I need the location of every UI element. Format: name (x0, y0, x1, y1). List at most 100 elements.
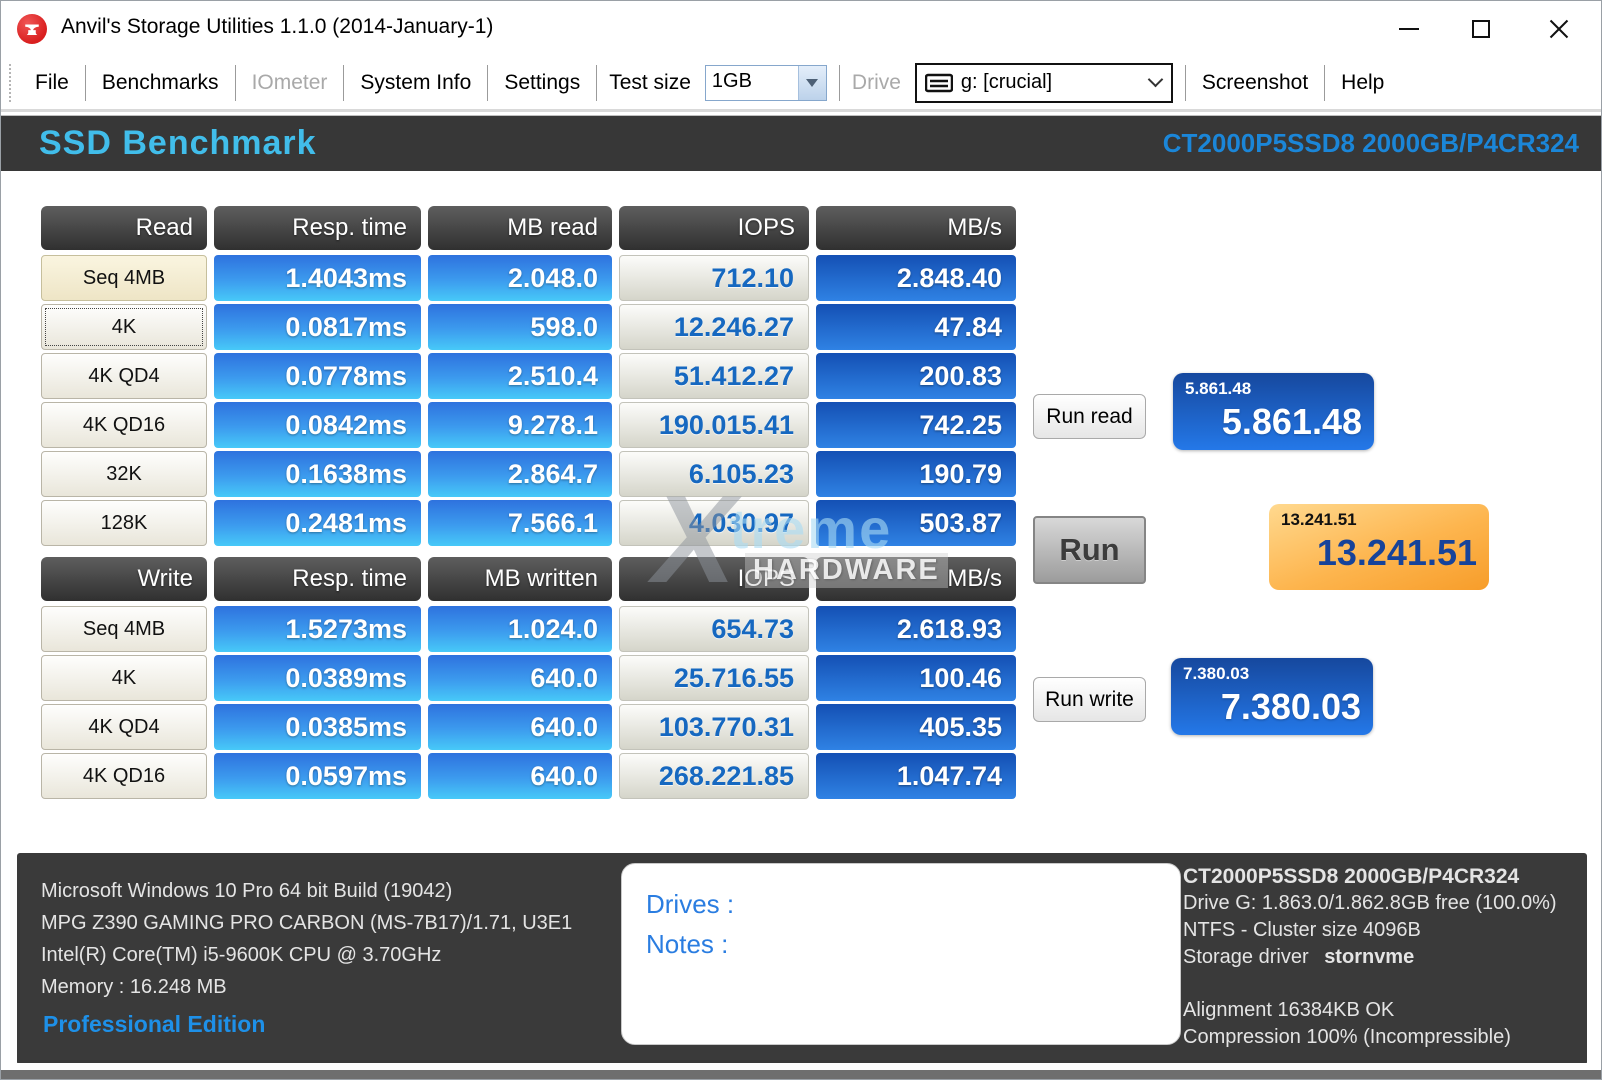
mb-read-value: 2.864.7 (428, 451, 612, 497)
menu-file[interactable]: File (35, 70, 69, 94)
menu-separator (84, 64, 86, 101)
os-info: Microsoft Windows 10 Pro 64 bit Build (1… (41, 880, 453, 902)
resp-time-value: 0.0385ms (214, 704, 421, 750)
test-size-combo[interactable]: 1GB (704, 64, 827, 101)
write-score-small: 7.380.03 (1183, 664, 1250, 683)
run-read-button[interactable]: Run read (1033, 394, 1146, 439)
iops-value: 712.10 (619, 255, 809, 301)
anvil-app-icon (17, 14, 47, 44)
menu-settings[interactable]: Settings (504, 70, 581, 94)
alignment-info: Alignment 16384KB OK (1183, 999, 1395, 1021)
read-4k-button[interactable]: 4K (41, 304, 207, 350)
minimize-button[interactable] (1377, 1, 1441, 56)
mbps-value: 190.79 (816, 451, 1016, 497)
mbps-value: 2.618.93 (816, 606, 1016, 652)
notes-label: Notes : (646, 929, 729, 959)
cpu-info: Intel(R) Core(TM) i5-9600K CPU @ 3.70GHz (41, 944, 442, 966)
mbps-value: 47.84 (816, 304, 1016, 350)
read-4kqd4-button[interactable]: 4K QD4 (41, 353, 207, 399)
menu-separator (596, 64, 598, 101)
mb-read-value: 598.0 (428, 304, 612, 350)
resp-time-value: 1.4043ms (214, 255, 421, 301)
table-row: 128K 0.2481ms 7.566.1 4.030.97 503.87 (41, 500, 1016, 546)
write-score-box: 7.380.03 7.380.03 (1171, 658, 1373, 735)
read-4kqd16-button[interactable]: 4K QD16 (41, 402, 207, 448)
menu-separator (234, 64, 236, 101)
dropdown-arrow-icon (806, 78, 819, 87)
resp-time-value: 0.1638ms (214, 451, 421, 497)
drive-value: g: [crucial] (960, 71, 1053, 93)
benchmark-banner: SSD Benchmark CT2000P5SSD8 2000GB/P4CR32… (1, 115, 1601, 171)
mbps-value: 503.87 (816, 500, 1016, 546)
write-header: Write (41, 557, 207, 601)
menu-separator (487, 64, 489, 101)
mbps-header: MB/s (816, 557, 1016, 601)
mbps-value: 742.25 (816, 402, 1016, 448)
iops-value: 654.73 (619, 606, 809, 652)
compression-info: Compression 100% (Incompressible) (1183, 1026, 1511, 1048)
write-4k-button[interactable]: 4K (41, 655, 207, 701)
iops-value: 51.412.27 (619, 353, 809, 399)
drives-label: Drives : (646, 889, 735, 919)
bottom-resize-bar[interactable] (1, 1070, 1601, 1079)
mb-read-value: 9.278.1 (428, 402, 612, 448)
read-score-big: 5.861.48 (1221, 401, 1362, 442)
write-4kqd16-button[interactable]: 4K QD16 (41, 753, 207, 799)
menu-separator (343, 64, 345, 101)
iops-header: IOPS (619, 206, 809, 250)
motherboard-info: MPG Z390 GAMING PRO CARBON (MS-7B17)/1.7… (41, 912, 573, 934)
table-row: Seq 4MB 1.5273ms 1.024.0 654.73 2.618.93 (41, 606, 1016, 652)
iops-value: 190.015.41 (619, 402, 809, 448)
bottom-strip (1, 1063, 1601, 1070)
mb-written-value: 640.0 (428, 655, 612, 701)
run-write-button[interactable]: Run write (1033, 677, 1146, 722)
resp-time-value: 0.0389ms (214, 655, 421, 701)
page-title: SSD Benchmark (39, 124, 317, 162)
write-4kqd4-button[interactable]: 4K QD4 (41, 704, 207, 750)
read-seq4mb-button[interactable]: Seq 4MB (41, 255, 207, 301)
anvil-icon (25, 24, 39, 35)
chevron-down-icon (1147, 71, 1164, 88)
resp-time-value: 0.0597ms (214, 753, 421, 799)
iops-value: 4.030.97 (619, 500, 809, 546)
title-bar: Anvil's Storage Utilities 1.1.0 (2014-Ja… (1, 1, 1601, 56)
mb-read-header: MB read (428, 206, 612, 250)
menu-system-info[interactable]: System Info (360, 70, 472, 94)
window-title: Anvil's Storage Utilities 1.1.0 (2014-Ja… (61, 15, 494, 38)
drive-icon (924, 73, 953, 92)
mbps-value: 1.047.74 (816, 753, 1016, 799)
close-button[interactable] (1527, 1, 1591, 56)
toolbar-grip (9, 63, 13, 102)
menu-benchmarks[interactable]: Benchmarks (101, 70, 219, 94)
system-info-block: Microsoft Windows 10 Pro 64 bit Build (1… (41, 875, 572, 1003)
drive-combo[interactable]: g: [crucial] (914, 62, 1173, 103)
mbps-value: 200.83 (816, 353, 1016, 399)
mb-read-value: 2.510.4 (428, 353, 612, 399)
maximize-icon (1472, 19, 1490, 38)
table-row: 4K QD4 0.0778ms 2.510.4 51.412.27 200.83 (41, 353, 1016, 399)
minimize-icon (1399, 27, 1419, 30)
mbps-value: 2.848.40 (816, 255, 1016, 301)
menu-bar: File Benchmarks IOmeter System Info Sett… (1, 56, 1601, 112)
total-score-big: 13.241.51 (1316, 532, 1477, 573)
test-size-dropdown-button[interactable] (797, 65, 826, 100)
menu-help[interactable]: Help (1341, 70, 1385, 94)
run-button[interactable]: Run (1033, 516, 1146, 584)
iops-header: IOPS (619, 557, 809, 601)
drive-label: Drive (851, 70, 901, 94)
write-seq4mb-button[interactable]: Seq 4MB (41, 606, 207, 652)
maximize-button[interactable] (1449, 1, 1513, 56)
menu-screenshot[interactable]: Screenshot (1201, 70, 1309, 94)
read-128k-button[interactable]: 128K (41, 500, 207, 546)
iops-value: 268.221.85 (619, 753, 809, 799)
table-row: 4K 0.0817ms 598.0 12.246.27 47.84 (41, 304, 1016, 350)
read-32k-button[interactable]: 32K (41, 451, 207, 497)
close-icon (1549, 19, 1569, 39)
table-row: 4K QD4 0.0385ms 640.0 103.770.31 405.35 (41, 704, 1016, 750)
menu-iometer: IOmeter (251, 70, 328, 94)
memory-info: Memory : 16.248 MB (41, 976, 227, 998)
read-header: Read (41, 206, 207, 250)
drives-notes-box[interactable]: Drives : Notes : (621, 863, 1181, 1045)
resp-time-value: 0.2481ms (214, 500, 421, 546)
read-table: Read Resp. time MB read IOPS MB/s Seq 4M… (41, 206, 1016, 549)
